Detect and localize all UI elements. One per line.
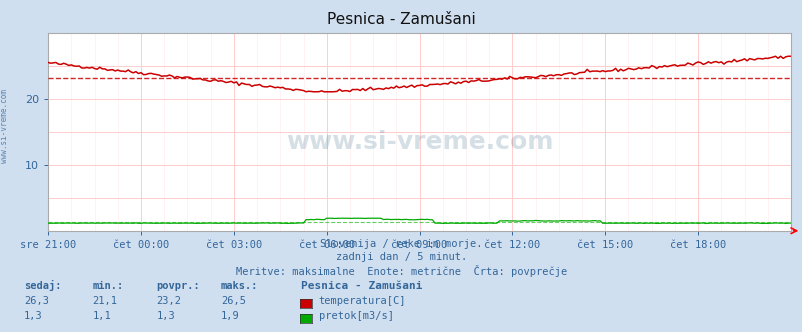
Text: Meritve: maksimalne  Enote: metrične  Črta: povprečje: Meritve: maksimalne Enote: metrične Črta… [236, 265, 566, 277]
Text: 23,2: 23,2 [156, 296, 181, 306]
Text: maks.:: maks.: [221, 281, 258, 291]
Text: zadnji dan / 5 minut.: zadnji dan / 5 minut. [335, 252, 467, 262]
Text: sedaj:: sedaj: [24, 280, 62, 291]
Text: Pesnica - Zamušani: Pesnica - Zamušani [326, 12, 476, 27]
Text: min.:: min.: [92, 281, 124, 291]
Text: Pesnica - Zamušani: Pesnica - Zamušani [301, 281, 422, 291]
Text: 1,1: 1,1 [92, 311, 111, 321]
Text: 1,3: 1,3 [24, 311, 43, 321]
Text: Slovenija / reke in morje.: Slovenija / reke in morje. [320, 239, 482, 249]
Text: 1,9: 1,9 [221, 311, 239, 321]
Text: www.si-vreme.com: www.si-vreme.com [286, 130, 553, 154]
Text: povpr.:: povpr.: [156, 281, 200, 291]
Text: 1,3: 1,3 [156, 311, 175, 321]
Text: temperatura[C]: temperatura[C] [318, 296, 406, 306]
Text: 21,1: 21,1 [92, 296, 117, 306]
Text: 26,5: 26,5 [221, 296, 245, 306]
Text: www.si-vreme.com: www.si-vreme.com [0, 89, 9, 163]
Text: pretok[m3/s]: pretok[m3/s] [318, 311, 393, 321]
Text: 26,3: 26,3 [24, 296, 49, 306]
